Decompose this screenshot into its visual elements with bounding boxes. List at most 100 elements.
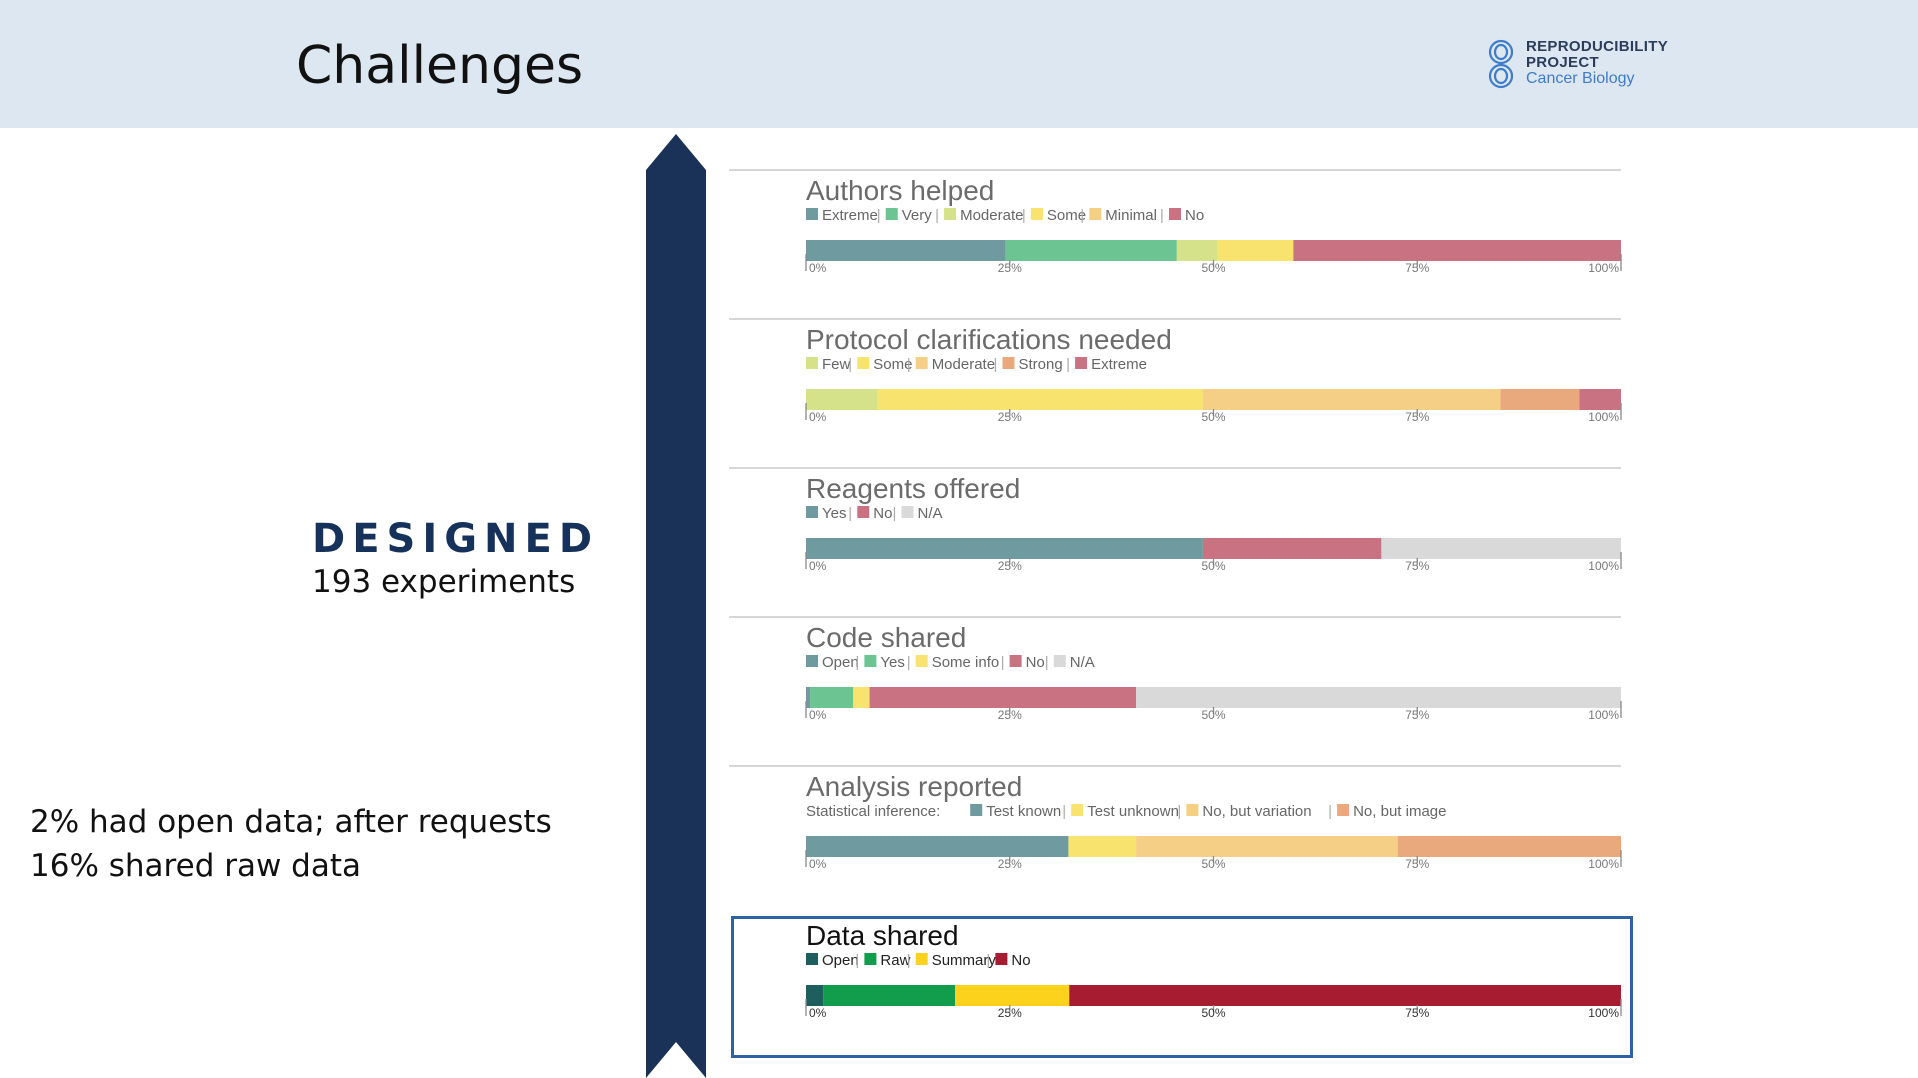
legend-swatch <box>806 953 818 965</box>
chart-legend: Open| Raw| Summary| No <box>806 952 1031 969</box>
logo-line1: REPRODUCIBILITY <box>1526 38 1669 55</box>
legend-swatch <box>857 357 870 369</box>
tick-label: 100% <box>1588 857 1619 871</box>
legend-swatch <box>806 655 818 667</box>
tick-label: 50% <box>1201 1006 1225 1020</box>
legend-separator: | <box>907 654 911 671</box>
bar-segment <box>877 389 1203 410</box>
legend-label: Some <box>873 356 912 373</box>
tick-label: 25% <box>998 410 1022 424</box>
bar-segment <box>1068 836 1137 857</box>
chart-title: Analysis reported <box>806 771 1022 802</box>
legend-label: Few <box>822 356 851 373</box>
legend-separator: | <box>907 356 911 373</box>
chart-legend: Statistical inference: Test known | Test un… <box>806 803 1446 820</box>
legend-separator: | <box>1066 356 1070 373</box>
legend-label: Raw <box>880 952 910 969</box>
tick-label: 50% <box>1201 857 1225 871</box>
bar-segment <box>806 389 878 410</box>
tick-label: 100% <box>1588 559 1619 573</box>
bar-segment <box>823 985 956 1006</box>
legend-swatch <box>864 953 877 965</box>
legend-prefix: Statistical inference: <box>806 803 940 820</box>
legend-swatch <box>806 506 818 518</box>
legend-swatch <box>885 208 898 220</box>
data-note: 2% had open data; after requests 16% sha… <box>30 804 552 884</box>
tick-label: 75% <box>1405 410 1429 424</box>
chart-title: Reagents offered <box>806 473 1020 504</box>
legend-separator: | <box>848 356 852 373</box>
legend-label: Moderate <box>960 207 1023 224</box>
legend-swatch <box>1169 208 1181 220</box>
bar-segment <box>1202 538 1382 559</box>
chart-legend: Few| Some| Moderate| Strong | Extreme <box>806 356 1147 373</box>
bar-segment <box>806 836 1069 857</box>
chart-legend: Open| Yes | Some info | No | N/A <box>806 654 1095 671</box>
chart-title: Code shared <box>806 622 966 653</box>
tick-label: 25% <box>998 857 1022 871</box>
bar-segment <box>1136 687 1621 708</box>
tick-label: 100% <box>1588 261 1619 275</box>
designed-label: DESIGNED <box>312 516 600 562</box>
legend-separator: | <box>907 952 911 969</box>
tick-label: 0% <box>809 857 827 871</box>
legend-swatch <box>995 953 1008 965</box>
legend-label: N/A <box>918 505 943 522</box>
legend-label: Test unknown <box>1087 803 1179 820</box>
chart-title: Protocol clarifications needed <box>806 324 1172 355</box>
legend-separator: | <box>1160 207 1164 224</box>
data-shared-highlight-box <box>731 916 1633 1058</box>
bar-segment <box>1136 836 1398 857</box>
legend-separator: | <box>893 505 897 522</box>
legend-label: Strong <box>1019 356 1063 373</box>
legend-swatch <box>915 953 928 965</box>
legend-separator: | <box>1045 654 1049 671</box>
legend-separator: | <box>848 505 852 522</box>
legend-separator: | <box>877 207 881 224</box>
bar-segment <box>1293 240 1621 261</box>
bar-segment <box>1397 836 1621 857</box>
tick-label: 75% <box>1405 559 1429 573</box>
bar-segment <box>806 240 1006 261</box>
bar-segment <box>1500 389 1580 410</box>
legend-swatch <box>915 357 928 369</box>
bar-segment <box>1217 240 1294 261</box>
bar-segment <box>1005 240 1177 261</box>
legend-separator: | <box>1177 803 1181 820</box>
legend-label: No <box>873 505 892 522</box>
legend-swatch <box>806 208 818 220</box>
tick-label: 50% <box>1201 261 1225 275</box>
legend-swatch <box>970 804 983 816</box>
legend-swatch <box>1053 655 1066 667</box>
legend-label: Open <box>822 952 859 969</box>
tick-label: 25% <box>998 261 1022 275</box>
tick-label: 25% <box>998 1006 1022 1020</box>
tick-label: 0% <box>809 410 827 424</box>
tick-label: 25% <box>998 708 1022 722</box>
legend-swatch <box>901 506 914 518</box>
tick-label: 100% <box>1588 410 1619 424</box>
legend-separator: | <box>855 952 859 969</box>
legend-separator: | <box>1062 803 1066 820</box>
legend-label: N/A <box>1070 654 1095 671</box>
bar-segment <box>806 687 811 708</box>
legend-label: Moderate <box>932 356 995 373</box>
legend-swatch <box>864 655 877 667</box>
legend-swatch <box>1009 655 1022 667</box>
legend-swatch <box>1030 208 1043 220</box>
experiments-count: 193 experiments <box>312 564 576 600</box>
tick-label: 0% <box>809 1006 827 1020</box>
legend-label: No, but image <box>1353 803 1446 820</box>
legend-swatch <box>857 506 870 518</box>
logo-line3: Cancer Biology <box>1526 70 1635 87</box>
chart-legend: Extreme| Very | Moderate| Some| Minimal | No <box>806 207 1204 224</box>
arrow-shape <box>646 134 706 1078</box>
legend-label: Some <box>1047 207 1086 224</box>
legend-swatch <box>1186 804 1199 816</box>
